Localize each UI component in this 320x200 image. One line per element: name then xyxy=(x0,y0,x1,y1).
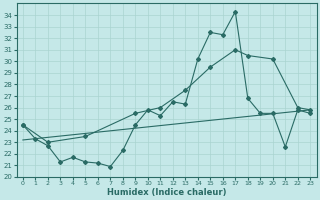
X-axis label: Humidex (Indice chaleur): Humidex (Indice chaleur) xyxy=(107,188,226,197)
